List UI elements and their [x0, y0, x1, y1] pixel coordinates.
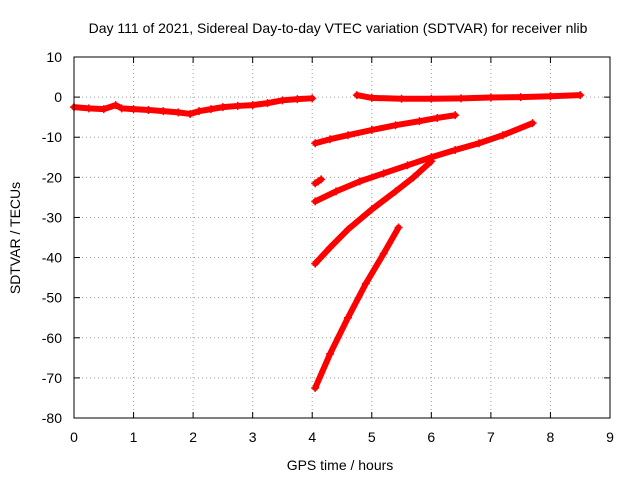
series-arc-2 — [352, 91, 585, 103]
data-point — [397, 94, 406, 103]
y-tick-label: -30 — [42, 209, 62, 225]
series-line — [312, 224, 402, 391]
data-point — [394, 223, 403, 232]
data-point — [293, 95, 302, 104]
data-point — [278, 96, 287, 105]
series-line — [312, 112, 459, 147]
series-arc-5 — [311, 119, 537, 206]
data-point — [129, 105, 138, 114]
y-tick-label: -20 — [42, 169, 62, 185]
data-point — [195, 107, 204, 116]
data-point — [367, 93, 376, 102]
data-point — [311, 259, 320, 268]
data-point — [174, 108, 183, 117]
data-point — [317, 175, 326, 184]
data-point — [159, 107, 168, 116]
data-point — [355, 177, 364, 186]
data-point — [361, 279, 370, 288]
data-point — [409, 173, 418, 182]
y-tick-label: -50 — [42, 290, 62, 306]
data-point — [352, 91, 361, 100]
series-line — [312, 120, 536, 205]
x-tick-label: 1 — [130, 429, 138, 445]
data-point — [576, 91, 585, 100]
data-point — [332, 187, 341, 196]
axis-ticks: 0 1 2 3 4 5 6 7 8 9 10 0 -10 -20 -30 -40 -50 -60 -70 -80 — [42, 49, 614, 445]
data-point — [218, 103, 227, 112]
data-point — [427, 94, 436, 103]
series-line — [71, 95, 316, 117]
data-point — [391, 187, 400, 196]
y-tick-label: 0 — [54, 89, 62, 105]
data-series — [70, 91, 585, 392]
data-point — [546, 92, 555, 101]
data-point — [311, 383, 320, 392]
plot-frame — [73, 56, 611, 419]
data-point — [117, 104, 126, 113]
data-point — [343, 131, 352, 140]
data-point — [379, 169, 388, 178]
data-point — [415, 117, 424, 126]
data-point — [403, 161, 412, 170]
x-tick-label: 4 — [308, 429, 316, 445]
data-point — [206, 105, 215, 114]
data-point — [451, 111, 460, 120]
data-point — [248, 101, 257, 110]
data-point — [233, 101, 242, 110]
data-point — [457, 94, 466, 103]
data-point — [311, 139, 320, 148]
y-tick-label: 10 — [46, 49, 62, 65]
data-point — [308, 94, 317, 103]
series-arc-4 — [311, 175, 326, 188]
x-tick-label: 0 — [70, 429, 78, 445]
x-tick-label: 6 — [427, 429, 435, 445]
chart-title: Day 111 of 2021, Sidereal Day-to-day VTE… — [89, 20, 588, 36]
x-axis-label: GPS time / hours — [287, 457, 394, 473]
data-point — [367, 126, 376, 135]
y-tick-label: -70 — [42, 370, 62, 386]
y-tick-label: -60 — [42, 330, 62, 346]
x-tick-label: 9 — [606, 429, 614, 445]
data-point — [343, 225, 352, 234]
data-point — [311, 197, 320, 206]
data-point — [84, 104, 93, 113]
data-point — [391, 121, 400, 130]
data-point — [326, 349, 335, 358]
x-tick-label: 2 — [189, 429, 197, 445]
data-point — [433, 113, 442, 122]
data-point — [343, 313, 352, 322]
data-point — [379, 249, 388, 258]
y-tick-label: -10 — [42, 129, 62, 145]
series-arc-7 — [311, 223, 403, 392]
data-point — [474, 139, 483, 148]
data-point — [111, 101, 120, 110]
y-axis-label: SDTVAR / TECUs — [7, 182, 23, 294]
y-tick-label: -40 — [42, 250, 62, 266]
x-tick-label: 7 — [487, 429, 495, 445]
x-tick-label: 8 — [547, 429, 555, 445]
data-point — [486, 93, 495, 102]
data-point — [263, 99, 272, 108]
data-point — [516, 93, 525, 102]
data-point — [367, 205, 376, 214]
x-tick-label: 3 — [249, 429, 257, 445]
series-arc-6 — [311, 157, 436, 268]
data-point — [326, 135, 335, 144]
data-point — [451, 146, 460, 155]
data-point — [498, 131, 507, 140]
data-point — [144, 105, 153, 114]
data-point — [326, 243, 335, 252]
data-point — [528, 119, 537, 128]
data-point — [427, 157, 436, 166]
data-point — [186, 109, 195, 118]
data-point — [99, 105, 108, 114]
x-tick-label: 5 — [368, 429, 376, 445]
series-arc-1 — [70, 94, 317, 118]
series-arc-3 — [311, 111, 460, 148]
y-tick-label: -80 — [42, 410, 62, 426]
